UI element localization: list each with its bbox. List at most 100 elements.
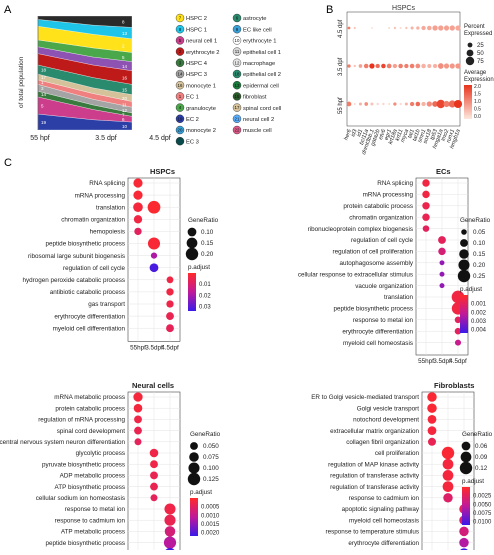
enrichment-dot bbox=[164, 526, 176, 537]
enrichment-dot bbox=[454, 316, 462, 324]
panel-b-dot bbox=[404, 63, 409, 69]
cluster-number: 14 bbox=[178, 72, 183, 77]
cluster-label: erythrocyte 1 bbox=[243, 39, 277, 45]
enrichment-term-label: collagen fibril organization bbox=[346, 439, 419, 446]
enrichment-term-label: extracellular matrix organization bbox=[330, 428, 419, 435]
panel-b-dot bbox=[415, 63, 421, 69]
cluster-swatch bbox=[175, 47, 185, 56]
enrichment-title: Fibroblasts bbox=[434, 381, 474, 390]
area-label-right-10: 7 bbox=[122, 113, 125, 118]
enrichment-size-legend-value: 0.10 bbox=[201, 229, 214, 236]
panel-b-color-tick: 1.5 bbox=[474, 92, 481, 98]
enrichment-term-label: spinal cord development bbox=[57, 428, 126, 435]
enrichment-dot bbox=[164, 503, 176, 515]
enrichment-term-label: notochord development bbox=[353, 417, 419, 424]
enrichment-color-tick: 0.0020 bbox=[201, 531, 220, 537]
panel-b-color-tick: 0.0 bbox=[474, 114, 481, 120]
enrichment-xtick: 4.5dpf bbox=[449, 358, 467, 365]
area-label-right-7: 20 bbox=[122, 96, 128, 101]
enrichment-size-legend-title: GeneRatio bbox=[462, 431, 493, 438]
area-label-right-0: 8 bbox=[122, 20, 125, 25]
enrichment-term-label: regulation of cell proliferation bbox=[332, 249, 413, 256]
enrichment-title: HSPCs bbox=[150, 167, 175, 176]
panel-b-gene-label: gata2b bbox=[370, 129, 381, 147]
enrichment-title: Neural cells bbox=[132, 381, 174, 390]
cluster-label: monocyte 2 bbox=[186, 128, 216, 134]
enrichment-dot bbox=[454, 327, 462, 335]
panel-b-dot bbox=[376, 102, 379, 106]
cluster-number: 21 bbox=[235, 116, 240, 121]
enrichment-size-legend-dot bbox=[461, 229, 467, 235]
cluster-swatch bbox=[232, 92, 242, 101]
panel-a-xtick-2: 4.5 dpf bbox=[149, 135, 170, 142]
panel-b-size-legend-value: 50 bbox=[477, 51, 484, 57]
enrichment-dot bbox=[133, 403, 143, 413]
cluster-label: fibroblast bbox=[243, 95, 267, 101]
panel-b-dot bbox=[388, 103, 391, 105]
panel-b-dot bbox=[347, 64, 351, 68]
enrichment-panel-neural: Neural cells mRNA metabolic process protei… bbox=[0, 381, 221, 555]
cluster-number: 8 bbox=[179, 27, 182, 32]
panel-b-dot bbox=[364, 102, 369, 106]
cluster-number: 22 bbox=[235, 128, 240, 133]
enrichment-color-tick: 0.002 bbox=[471, 310, 487, 316]
enrichment-term-label: antibiotic catabolic process bbox=[50, 289, 125, 296]
enrichment-dot bbox=[166, 276, 174, 284]
enrichment-color-tick: 0.0075 bbox=[473, 511, 492, 517]
enrichment-color-tick: 0.01 bbox=[199, 282, 211, 288]
enrichment-dot bbox=[147, 237, 161, 250]
enrichment-color-legend-title: p.adjust bbox=[190, 489, 212, 496]
panel-b-gene-label: id3 bbox=[350, 128, 358, 138]
panel-b-title: HSPCs bbox=[392, 5, 415, 12]
enrichment-dot bbox=[422, 190, 430, 199]
area-label-right-8: 11 bbox=[122, 102, 127, 107]
enrichment-term-label: ATP biosynthetic process bbox=[55, 484, 125, 491]
panel-b-row-label: 3.5 dpf bbox=[338, 57, 344, 76]
cluster-label: monocyte 1 bbox=[186, 83, 216, 89]
enrichment-term-label: ATP metabolic process bbox=[61, 529, 125, 536]
enrichment-dot bbox=[149, 263, 159, 273]
panel-b-gene-label: lmo2 bbox=[441, 128, 451, 142]
enrichment-dot bbox=[427, 426, 437, 435]
panel-b-dot bbox=[415, 101, 421, 107]
enrichment-dot bbox=[150, 471, 158, 480]
enrichment-size-legend-dot bbox=[458, 259, 470, 271]
panel-b-dot bbox=[449, 25, 455, 31]
panel-b-dot bbox=[449, 63, 455, 69]
enrichment-dot bbox=[133, 190, 143, 200]
panel-b-row-label: 55 hpf bbox=[338, 97, 344, 114]
enrichment-term-label: RNA splicing bbox=[377, 180, 413, 187]
panel-b-gene-label: smn1 bbox=[417, 129, 427, 144]
panel-b-dot bbox=[353, 64, 356, 68]
enrichment-color-tick: 0.003 bbox=[471, 319, 487, 325]
enrichment-dot bbox=[422, 202, 430, 210]
cluster-swatch bbox=[175, 25, 185, 34]
panel-b-gene-label: sox18 bbox=[422, 128, 433, 145]
panel-b-dot bbox=[382, 102, 385, 106]
enrichment-dot bbox=[133, 215, 143, 224]
enrichment-term-label: response to metal ion bbox=[353, 317, 414, 324]
enrichment-term-label: glycolytic process bbox=[76, 450, 125, 457]
enrichment-term-label: regulation of mRNA processing bbox=[38, 417, 125, 424]
cluster-swatch bbox=[232, 69, 242, 79]
enrichment-dot bbox=[439, 260, 445, 266]
panel-b-gene-label: krt18a bbox=[388, 129, 399, 146]
cluster-label: EC like cell bbox=[243, 27, 272, 33]
cluster-swatch bbox=[232, 125, 242, 135]
enrichment-dot bbox=[134, 438, 142, 446]
enrichment-size-legend-value: 0.100 bbox=[203, 465, 219, 472]
cluster-swatch bbox=[175, 136, 185, 146]
cluster-swatch bbox=[175, 80, 185, 90]
cluster-number: 3 bbox=[179, 60, 182, 65]
panel-b-dot bbox=[363, 63, 369, 69]
area-label-left-1: 5 bbox=[41, 103, 44, 108]
area-label-left-6: 18 bbox=[41, 68, 47, 73]
enrichment-term-label: regulation of cell cycle bbox=[351, 237, 413, 244]
enrichment-size-legend-value: 0.06 bbox=[475, 443, 488, 450]
enrichment-xtick: 3.5dpf bbox=[145, 344, 163, 351]
enrichment-size-legend-title: GeneRatio bbox=[460, 217, 491, 224]
cluster-number: 4 bbox=[179, 105, 182, 110]
panel-b-dot bbox=[347, 26, 351, 30]
cluster-number: 13 bbox=[235, 83, 240, 88]
cluster-number: 10 bbox=[235, 38, 240, 43]
